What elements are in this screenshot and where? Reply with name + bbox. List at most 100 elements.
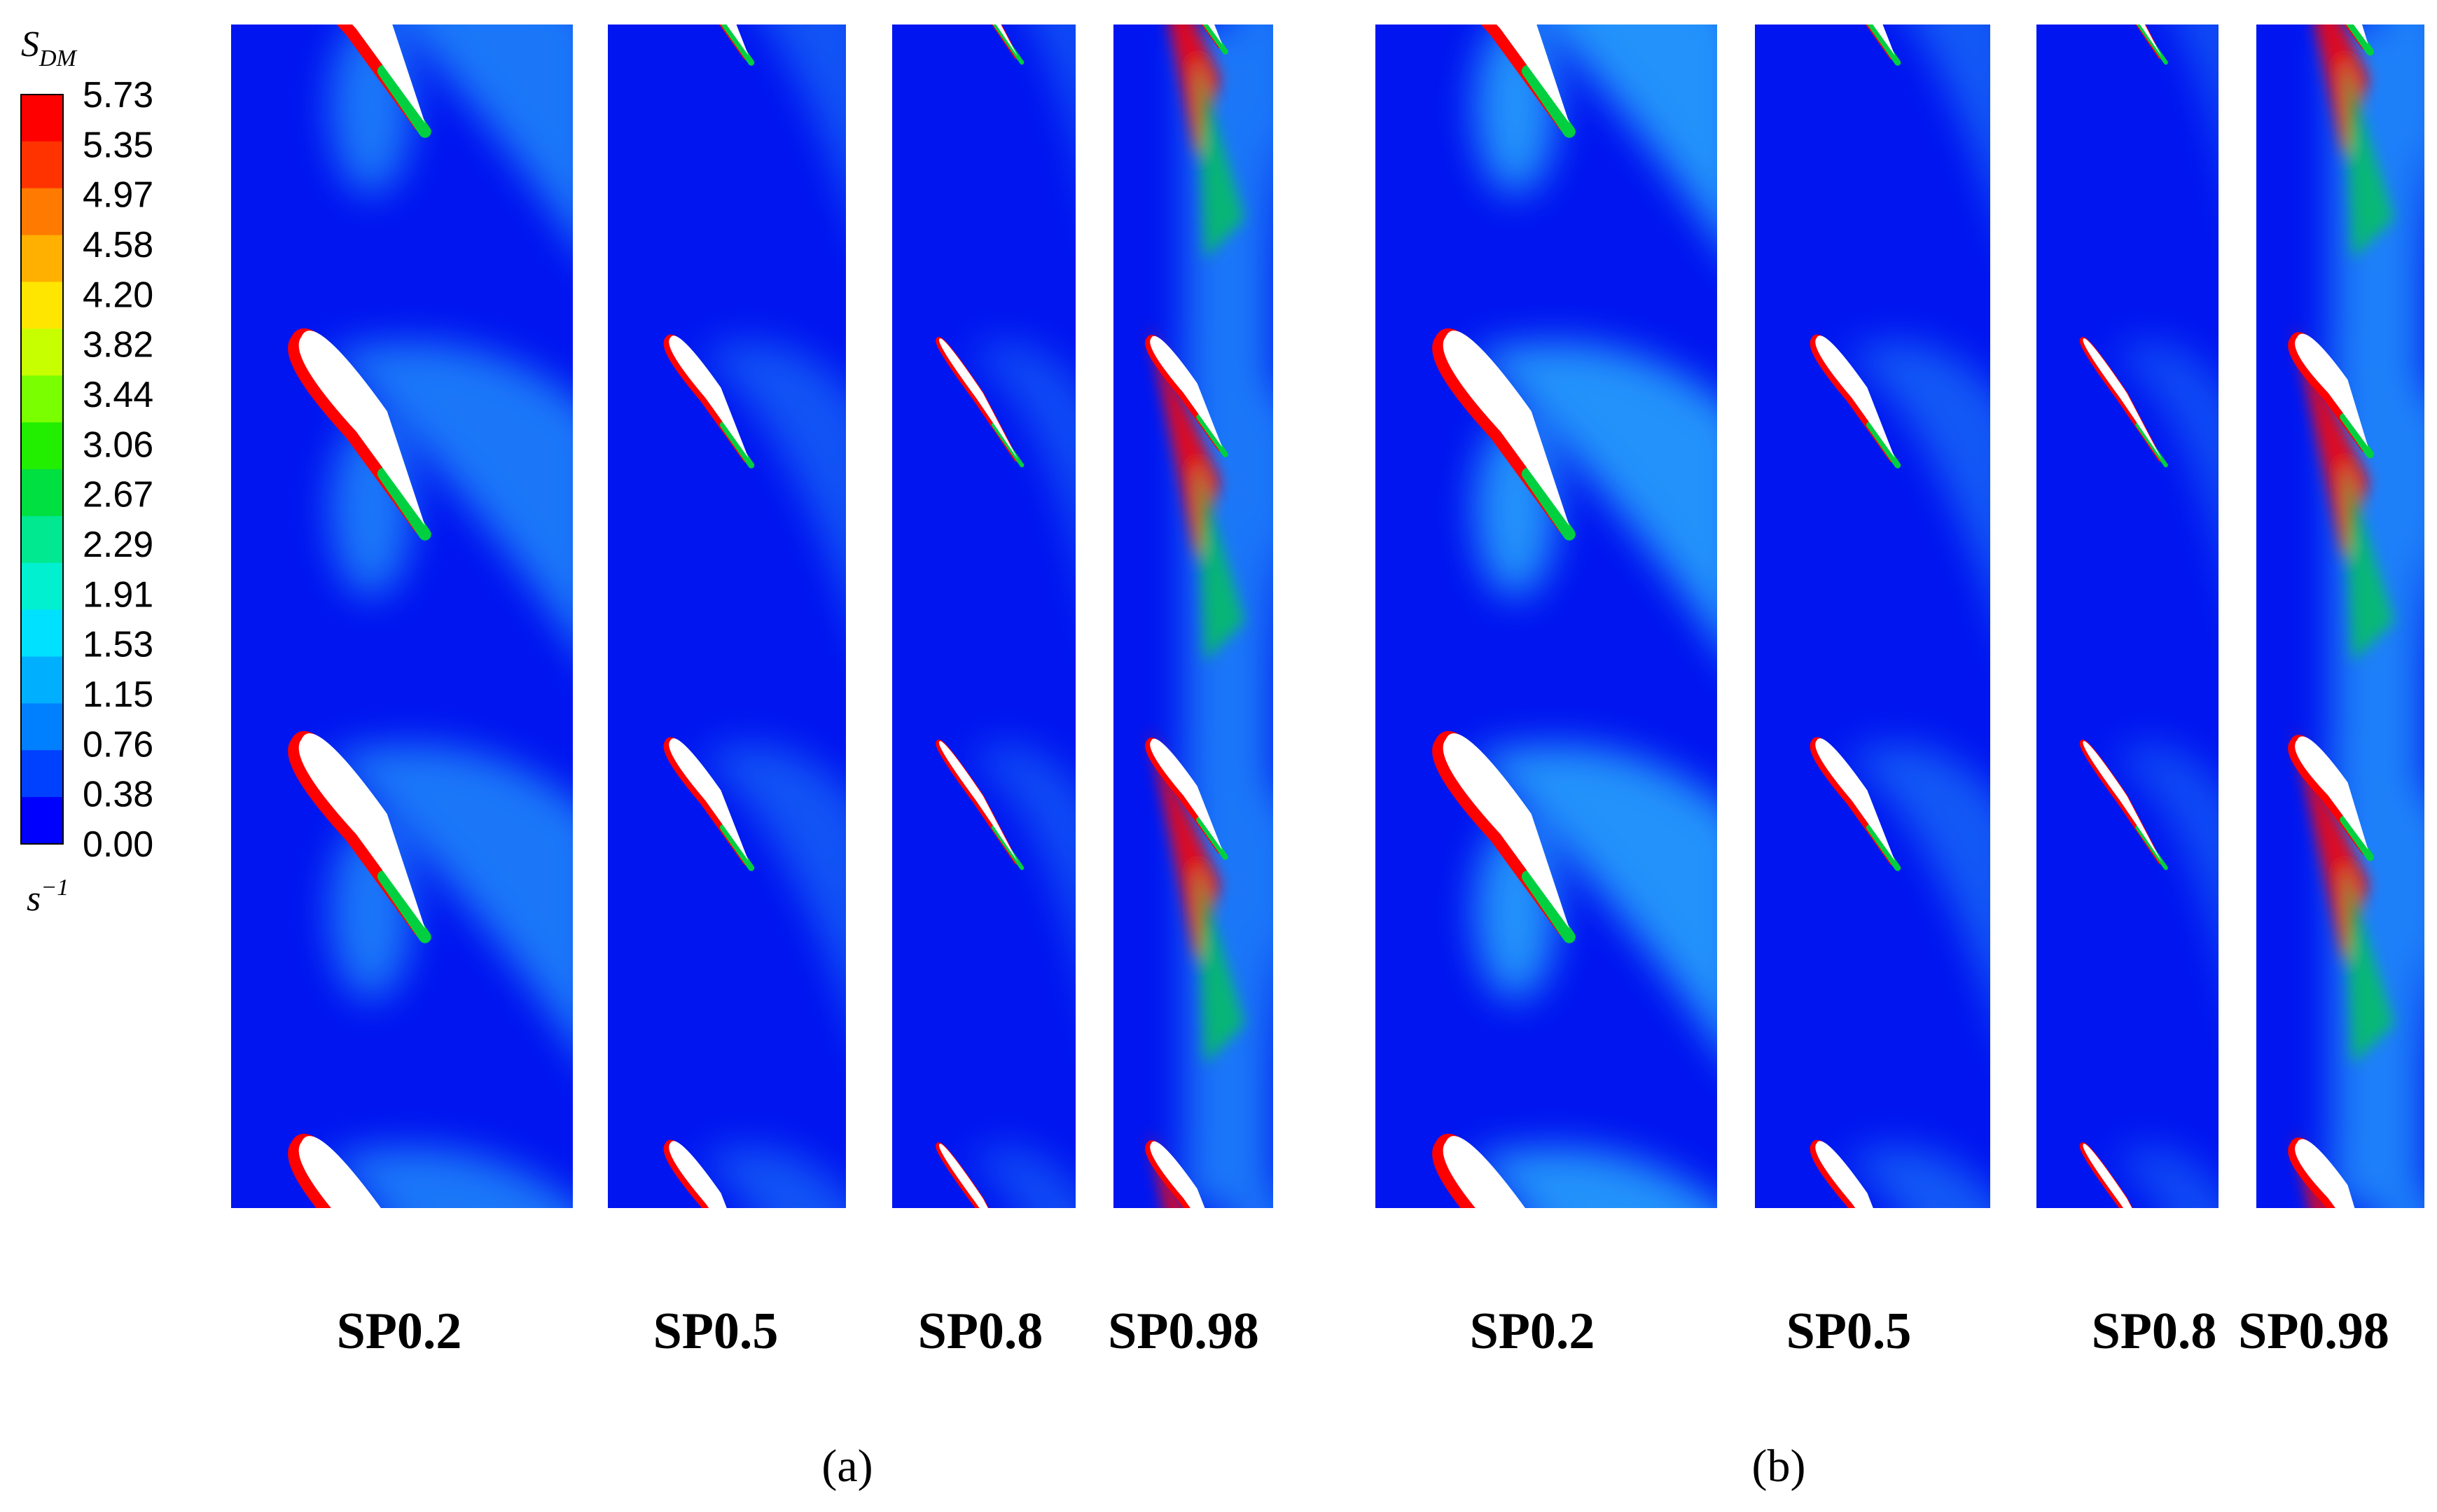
blade <box>2135 25 2168 65</box>
colorbar-block <box>21 469 63 517</box>
blade <box>2079 1142 2165 1271</box>
colorbar-scale <box>20 94 64 845</box>
trailing-edge <box>719 422 755 469</box>
blade-body <box>2295 1139 2355 1208</box>
blade-body <box>1150 335 1223 448</box>
blade <box>2288 1131 2370 1260</box>
blade-body <box>352 25 425 123</box>
wake-region <box>1468 744 1717 1044</box>
blade <box>1145 728 1244 1064</box>
blade <box>663 334 755 469</box>
colorbar-block <box>21 422 63 470</box>
panel-label-b-1: SP0.2 <box>1470 1303 1595 1360</box>
blade-body <box>2295 333 2368 447</box>
wake-region <box>1912 25 1990 194</box>
panel-background <box>231 25 573 1208</box>
trailing-edge <box>377 467 431 541</box>
colorbar-block <box>21 328 63 376</box>
trailing-edge <box>2344 1223 2370 1260</box>
wake-region <box>1030 25 1076 146</box>
colorbar-block <box>21 750 63 798</box>
blade-body <box>298 1136 381 1208</box>
blade-body <box>1443 733 1569 929</box>
wake-region <box>1468 342 1717 641</box>
group-label-b: (b) <box>1752 1441 1806 1492</box>
colorbar-block <box>21 235 63 283</box>
blade-body <box>1815 335 1895 459</box>
trailing-edge <box>1199 1223 1226 1260</box>
blade <box>2314 25 2394 259</box>
blade <box>2079 337 2168 468</box>
wake-region <box>1468 1147 1717 1208</box>
panel-label-b-2: SP0.5 <box>1786 1303 1912 1360</box>
colorbar-frame <box>20 94 64 845</box>
blade <box>1810 334 1901 469</box>
trailing-edge <box>721 25 755 66</box>
trailing-edge <box>2340 412 2375 459</box>
blade <box>288 730 431 943</box>
trailing-edge <box>1867 25 1901 66</box>
blade-body <box>669 1141 727 1208</box>
trailing-edge <box>1869 1230 1897 1271</box>
colorbar-tick-labels: 5.73 5.35 4.97 4.58 4.20 3.82 3.44 3.06 2.67 2.29… <box>83 75 153 865</box>
blade <box>1432 730 1576 943</box>
blade <box>288 1133 381 1208</box>
blade <box>936 337 1025 468</box>
blade <box>936 740 1025 871</box>
trailing-edge <box>2137 1230 2165 1271</box>
trailing-edge <box>719 824 755 871</box>
trailing-edge <box>1521 467 1576 541</box>
colorbar-block <box>21 656 63 704</box>
contour-panels <box>231 25 2424 1271</box>
panel-background <box>2036 25 2219 1208</box>
panel-label-b-4: SP0.98 <box>2238 1303 2389 1360</box>
trailing-edge <box>377 64 431 138</box>
wake-region <box>695 744 846 1001</box>
trailing-edge <box>1521 64 1576 138</box>
wake-region <box>1842 342 1990 597</box>
colorbar-tick-label: 3.44 <box>83 375 153 415</box>
contour-panel <box>2036 25 2219 1271</box>
mid-shear-zone <box>1196 460 1244 662</box>
panel-label-a-2: SP0.5 <box>653 1303 779 1360</box>
panel-label-b-3: SP0.8 <box>2092 1303 2217 1360</box>
contour-panel <box>1113 25 1273 1260</box>
colorbar-block <box>21 141 63 189</box>
trailing-edge <box>991 422 1025 468</box>
colorbar-block <box>21 515 63 564</box>
contour-panel <box>2256 25 2424 1260</box>
colorbar-tick-label: 0.76 <box>83 724 153 765</box>
blade-body <box>938 338 1018 459</box>
blade-body <box>2083 741 2162 862</box>
trailing-edge <box>2346 25 2375 56</box>
colorbar-tick-label: 4.20 <box>83 275 153 315</box>
colorbar-tick-label: 2.29 <box>83 525 153 565</box>
mid-shear-zone <box>2343 57 2394 259</box>
wake-region <box>2110 744 2219 949</box>
blade <box>1169 25 1244 259</box>
blade <box>719 25 755 66</box>
blade <box>1432 328 1576 541</box>
blade-body <box>1497 25 1569 123</box>
mid-shear-zone <box>1196 57 1244 259</box>
blade-body <box>1150 1141 1205 1208</box>
wake-region <box>695 342 846 598</box>
blade <box>1810 1139 1897 1271</box>
trailing-edge <box>1196 414 1228 457</box>
blade <box>1432 1133 1525 1208</box>
trailing-edge <box>1196 817 1228 860</box>
blade <box>1480 25 1576 138</box>
trailing-edge <box>723 1230 751 1271</box>
blade <box>663 1139 751 1271</box>
blade-body <box>1443 1136 1525 1208</box>
panel-background <box>608 25 846 1208</box>
colorbar-tick-label: 0.00 <box>83 824 153 865</box>
wake-region <box>1842 744 1990 999</box>
blade-body <box>2353 25 2368 44</box>
wake-region <box>1842 1147 1990 1208</box>
blade-body <box>2083 1144 2132 1208</box>
wake-region <box>2110 1147 2219 1208</box>
colorbar-block <box>21 375 63 423</box>
panel-label-a-3: SP0.8 <box>918 1303 1043 1360</box>
